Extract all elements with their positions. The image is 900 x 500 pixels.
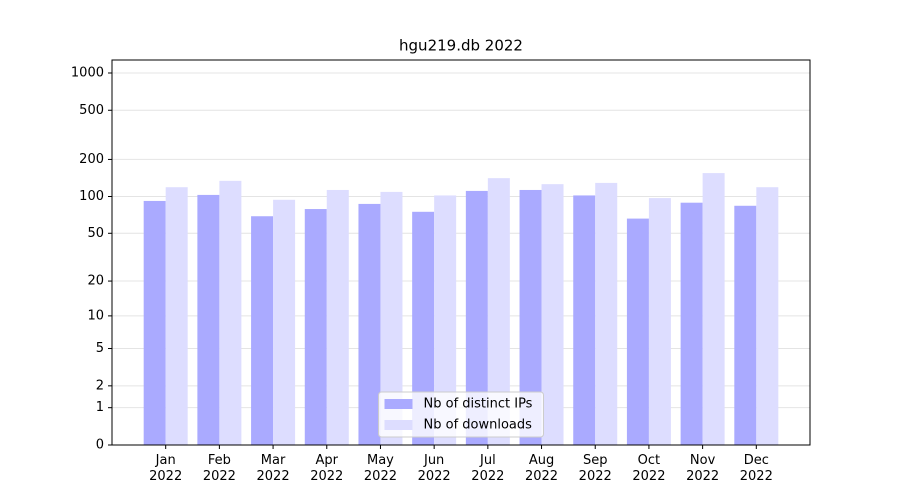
bar bbox=[273, 199, 296, 445]
plot-frame bbox=[111, 59, 811, 446]
bar bbox=[197, 194, 220, 445]
legend-label: Nb of distinct IPs bbox=[424, 397, 533, 412]
chart-title: hgu219.db 2022 bbox=[399, 37, 523, 55]
bar bbox=[487, 178, 510, 446]
y-tick-label: 100 bbox=[79, 189, 104, 204]
x-tick-label: Jan 2022 bbox=[149, 453, 183, 484]
x-tick-label: Jun 2022 bbox=[417, 453, 451, 484]
bar bbox=[251, 216, 274, 445]
bar bbox=[573, 195, 596, 445]
y-tick-label: 20 bbox=[87, 274, 104, 289]
y-tick-label: 500 bbox=[79, 103, 104, 118]
legend-box bbox=[378, 391, 544, 438]
bar bbox=[304, 209, 327, 445]
y-tick-label: 0 bbox=[96, 438, 104, 453]
bar bbox=[143, 200, 166, 445]
bar bbox=[648, 198, 671, 445]
bar bbox=[626, 218, 649, 445]
x-tick-label: Sep 2022 bbox=[578, 453, 612, 484]
legend-swatch bbox=[384, 399, 413, 409]
bar bbox=[734, 205, 757, 445]
bar bbox=[412, 211, 435, 445]
bar bbox=[358, 203, 381, 445]
y-tick-label: 1 bbox=[96, 400, 104, 415]
x-tick-label: Apr 2022 bbox=[310, 453, 344, 484]
y-tick-label: 1000 bbox=[71, 65, 104, 80]
bar bbox=[165, 187, 188, 445]
bar bbox=[595, 182, 618, 446]
bar bbox=[219, 180, 242, 445]
bar bbox=[702, 173, 725, 445]
legend-swatch bbox=[384, 420, 413, 430]
x-tick-label: Aug 2022 bbox=[524, 453, 559, 484]
bar bbox=[380, 191, 403, 445]
x-tick-label: Nov 2022 bbox=[686, 453, 720, 484]
y-tick-label: 5 bbox=[96, 341, 104, 356]
y-tick-label: 50 bbox=[87, 226, 104, 241]
legend: Nb of distinct IPs Nb of downloads bbox=[378, 391, 544, 438]
x-tick-label: Feb 2022 bbox=[202, 453, 236, 484]
bar bbox=[756, 187, 779, 445]
x-tick-label: Jul 2022 bbox=[471, 453, 505, 484]
bar bbox=[680, 202, 703, 445]
y-tick-label: 2 bbox=[96, 378, 104, 393]
x-tick-label: Dec 2022 bbox=[739, 453, 773, 484]
bar bbox=[519, 189, 542, 445]
bar bbox=[434, 195, 457, 445]
legend-label: Nb of downloads bbox=[424, 418, 533, 433]
y-tick-label: 10 bbox=[87, 308, 104, 323]
bar bbox=[326, 189, 349, 445]
y-tick-label: 200 bbox=[79, 152, 104, 167]
x-tick-label: Mar 2022 bbox=[256, 453, 290, 484]
x-tick-label: May 2022 bbox=[363, 453, 397, 484]
bar bbox=[541, 184, 564, 445]
bar bbox=[465, 190, 488, 445]
x-tick-label: Oct 2022 bbox=[632, 453, 666, 484]
